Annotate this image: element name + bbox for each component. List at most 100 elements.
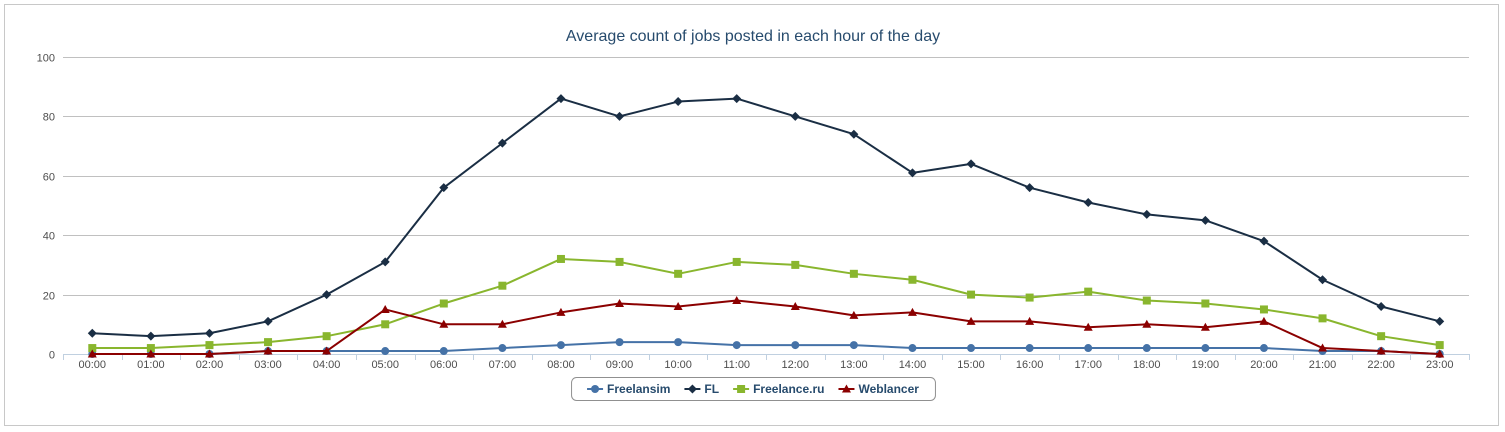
data-point-fl[interactable]: [87, 328, 97, 338]
data-point-freelance-ru[interactable]: [556, 254, 565, 263]
data-point-freelansim[interactable]: [556, 341, 565, 350]
data-point-weblancer[interactable]: [1142, 319, 1152, 328]
data-point-fl[interactable]: [1200, 215, 1210, 225]
data-point-freelance-ru[interactable]: [674, 269, 683, 278]
data-point-weblancer[interactable]: [790, 301, 800, 310]
data-point-freelansim[interactable]: [1084, 344, 1093, 353]
data-point-fl[interactable]: [849, 129, 859, 139]
data-point-weblancer[interactable]: [322, 346, 332, 355]
data-point-weblancer[interactable]: [1200, 322, 1210, 331]
data-point-weblancer[interactable]: [1025, 316, 1035, 325]
legend-item-weblancer[interactable]: Weblancer: [838, 382, 919, 396]
data-point-freelance-ru[interactable]: [88, 344, 97, 353]
data-point-weblancer[interactable]: [1259, 316, 1269, 325]
data-point-weblancer[interactable]: [1435, 349, 1445, 358]
data-point-fl[interactable]: [556, 94, 566, 104]
data-point-freelansim[interactable]: [732, 341, 741, 350]
data-point-freelance-ru[interactable]: [1259, 305, 1268, 314]
data-point-freelansim[interactable]: [967, 344, 976, 353]
data-point-freelance-ru[interactable]: [322, 332, 331, 341]
data-point-weblancer[interactable]: [556, 307, 566, 316]
data-point-weblancer[interactable]: [849, 310, 859, 319]
data-point-freelance-ru[interactable]: [791, 260, 800, 269]
data-point-freelance-ru[interactable]: [264, 338, 273, 347]
data-point-freelansim[interactable]: [439, 347, 448, 356]
data-point-weblancer[interactable]: [966, 316, 976, 325]
data-point-weblancer[interactable]: [146, 349, 156, 358]
legend-marker-fl[interactable]: [687, 384, 697, 394]
data-point-freelance-ru[interactable]: [381, 320, 390, 329]
data-point-weblancer[interactable]: [907, 307, 917, 316]
data-point-freelance-ru[interactable]: [1142, 296, 1151, 305]
data-point-fl[interactable]: [1376, 301, 1386, 311]
data-point-fl[interactable]: [1435, 316, 1445, 326]
data-point-weblancer[interactable]: [497, 319, 507, 328]
data-point-freelansim[interactable]: [1025, 344, 1034, 353]
data-point-weblancer[interactable]: [673, 301, 683, 310]
data-point-fl[interactable]: [1025, 183, 1035, 193]
data-point-fl[interactable]: [966, 159, 976, 169]
data-point-freelance-ru[interactable]: [439, 299, 448, 308]
data-point-fl[interactable]: [439, 183, 449, 193]
data-point-freelance-ru[interactable]: [1377, 332, 1386, 341]
legend-marker-freelansim[interactable]: [591, 385, 600, 393]
data-point-freelansim[interactable]: [674, 338, 683, 347]
data-point-fl[interactable]: [204, 328, 214, 338]
data-point-freelance-ru[interactable]: [1318, 314, 1327, 323]
data-point-freelansim[interactable]: [908, 344, 917, 353]
data-point-freelansim[interactable]: [1259, 344, 1268, 353]
data-point-freelance-ru[interactable]: [1084, 287, 1093, 296]
data-point-freelance-ru[interactable]: [732, 257, 741, 266]
data-point-weblancer[interactable]: [263, 346, 273, 355]
data-point-freelansim[interactable]: [1142, 344, 1151, 353]
data-point-freelance-ru[interactable]: [1435, 341, 1444, 350]
data-point-fl[interactable]: [263, 316, 273, 326]
data-point-fl[interactable]: [732, 94, 742, 104]
data-point-weblancer[interactable]: [1318, 343, 1328, 352]
x-tick-label: 14:00: [899, 359, 927, 371]
data-point-fl[interactable]: [497, 138, 507, 148]
data-point-weblancer[interactable]: [439, 319, 449, 328]
data-point-weblancer[interactable]: [380, 304, 390, 313]
data-point-weblancer[interactable]: [1083, 322, 1093, 331]
data-point-freelance-ru[interactable]: [967, 290, 976, 299]
data-point-fl[interactable]: [380, 257, 390, 267]
data-point-fl[interactable]: [1318, 275, 1328, 285]
data-point-fl[interactable]: [322, 290, 332, 300]
data-point-weblancer[interactable]: [732, 296, 742, 305]
y-tick-label: 60: [43, 172, 55, 184]
data-point-freelansim[interactable]: [381, 347, 390, 356]
data-point-freelance-ru[interactable]: [498, 281, 507, 290]
data-point-weblancer[interactable]: [87, 349, 97, 358]
data-point-freelance-ru[interactable]: [1201, 299, 1210, 308]
data-point-freelansim[interactable]: [615, 338, 624, 347]
data-point-fl[interactable]: [790, 111, 800, 121]
data-point-weblancer[interactable]: [204, 349, 214, 358]
data-point-fl[interactable]: [1259, 236, 1269, 246]
data-point-freelance-ru[interactable]: [1025, 293, 1034, 302]
data-point-freelance-ru[interactable]: [205, 341, 214, 350]
legend-item-freelance-ru[interactable]: Freelance.ru: [733, 382, 824, 396]
legend-marker-weblancer[interactable]: [841, 384, 851, 393]
x-tick-label: 10:00: [664, 359, 692, 371]
data-point-fl[interactable]: [146, 331, 156, 341]
data-point-fl[interactable]: [1142, 209, 1152, 219]
data-point-freelance-ru[interactable]: [146, 344, 155, 353]
data-point-freelansim[interactable]: [498, 344, 507, 353]
data-point-weblancer[interactable]: [1376, 346, 1386, 355]
legend-marker-freelance-ru[interactable]: [737, 385, 746, 393]
data-point-fl[interactable]: [907, 168, 917, 178]
data-point-freelansim[interactable]: [849, 341, 858, 350]
data-point-weblancer[interactable]: [615, 299, 625, 308]
data-point-fl[interactable]: [1083, 198, 1093, 208]
data-point-fl[interactable]: [615, 111, 625, 121]
data-point-freelansim[interactable]: [791, 341, 800, 350]
data-point-freelance-ru[interactable]: [849, 269, 858, 278]
data-point-fl[interactable]: [673, 97, 683, 107]
series-line-freelansim: [92, 341, 1440, 355]
legend-item-freelansim[interactable]: Freelansim: [587, 382, 670, 396]
data-point-freelance-ru[interactable]: [908, 275, 917, 284]
legend-item-fl[interactable]: FL: [684, 382, 719, 396]
data-point-freelance-ru[interactable]: [615, 257, 624, 266]
data-point-freelansim[interactable]: [1201, 344, 1210, 353]
